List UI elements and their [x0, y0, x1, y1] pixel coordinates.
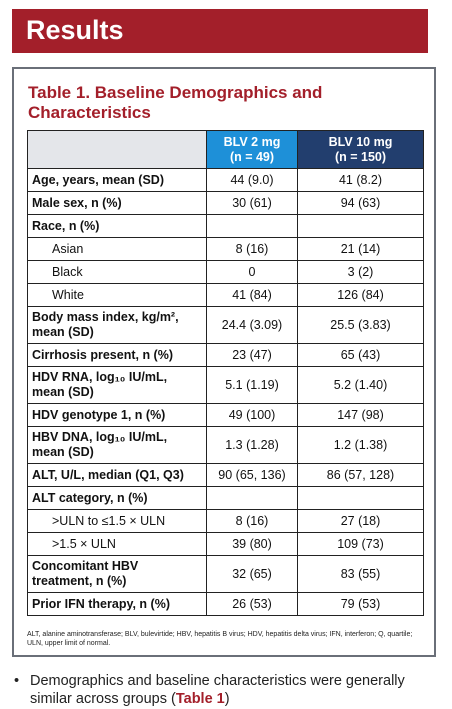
header-text: BLV 2 mg — [223, 134, 281, 149]
cell: 32 (65) — [206, 555, 298, 593]
cell: 44 (9.0) — [206, 168, 298, 192]
row-label: ALT category, n (%) — [27, 486, 207, 510]
cell: 109 (73) — [297, 532, 424, 556]
cell: 23 (47) — [206, 343, 298, 367]
cell: 41 (84) — [206, 283, 298, 307]
table-row: Male sex, n (%) 30 (61) 94 (63) — [27, 191, 424, 215]
header-row: BLV 2 mg (n = 49) BLV 10 mg (n = 150) — [27, 130, 424, 169]
row-label: Prior IFN therapy, n (%) — [27, 592, 207, 616]
header-cell: BLV 10 mg (n = 150) — [297, 130, 424, 169]
cell: 94 (63) — [297, 191, 424, 215]
row-label: ALT, U/L, median (Q1, Q3) — [27, 463, 207, 487]
table-row: Cirrhosis present, n (%) 23 (47) 65 (43) — [27, 343, 424, 367]
cell: 147 (98) — [297, 403, 424, 427]
cell: 5.1 (1.19) — [206, 366, 298, 404]
header-bar: Results — [12, 9, 428, 53]
cell: 0 — [206, 260, 298, 284]
row-label: Cirrhosis present, n (%) — [27, 343, 207, 367]
bullet-dot: • — [14, 673, 20, 689]
cell — [297, 486, 424, 510]
cell: 1.3 (1.28) — [206, 426, 298, 464]
cell: 79 (53) — [297, 592, 424, 616]
header-text: (n = 49) — [229, 149, 275, 164]
row-label: Asian — [27, 237, 207, 261]
cell: 126 (84) — [297, 283, 424, 307]
row-label: >ULN to ≤1.5 × ULN — [27, 509, 207, 533]
cell: 83 (55) — [297, 555, 424, 593]
cell: 24.4 (3.09) — [206, 306, 298, 344]
cell: 1.2 (1.38) — [297, 426, 424, 464]
row-label: HDV RNA, log₁₀ IU/mL, mean (SD) — [27, 366, 207, 404]
row-label: Black — [27, 260, 207, 284]
bullet-text: ) — [224, 691, 230, 707]
cell: 41 (8.2) — [297, 168, 424, 192]
table-row: Black 0 3 (2) — [27, 260, 424, 284]
table-row: Concomitant HBV treatment, n (%) 32 (65) 8… — [27, 555, 424, 593]
cell: 8 (16) — [206, 237, 298, 261]
row-label: White — [27, 283, 207, 307]
cell: 25.5 (3.83) — [297, 306, 424, 344]
row-label: Concomitant HBV treatment, n (%) — [27, 555, 207, 593]
cell — [206, 214, 298, 238]
table-row: Race, n (%) — [27, 214, 424, 238]
cell: 21 (14) — [297, 237, 424, 261]
table-box: Table 1. Baseline Demographics and Chara… — [12, 67, 436, 657]
bullet: • Demographics and baseline characteristi… — [14, 672, 450, 708]
table-row: White 41 (84) 126 (84) — [27, 283, 424, 307]
row-label: HBV DNA, log₁₀ IU/mL, mean (SD) — [27, 426, 207, 464]
table-row: >1.5 × ULN 39 (80) 109 (73) — [27, 532, 424, 556]
cell: 65 (43) — [297, 343, 424, 367]
row-label: Male sex, n (%) — [27, 191, 207, 215]
row-label: HDV genotype 1, n (%) — [27, 403, 207, 427]
cell: 90 (65, 136) — [206, 463, 298, 487]
table-row: Prior IFN therapy, n (%) 26 (53) 79 (53) — [27, 592, 424, 616]
cell: 86 (57, 128) — [297, 463, 424, 487]
cell: 8 (16) — [206, 509, 298, 533]
header-text: (n = 150) — [334, 149, 387, 164]
table-row: HDV RNA, log₁₀ IU/mL, mean (SD) 5.1 (1.19… — [27, 366, 424, 404]
table-title: Table 1. Baseline Demographics and Chara… — [28, 83, 323, 122]
cell — [206, 486, 298, 510]
table-row: >ULN to ≤1.5 × ULN 8 (16) 27 (18) — [27, 509, 424, 533]
cell: 3 (2) — [297, 260, 424, 284]
table: BLV 2 mg (n = 49) BLV 10 mg (n = 150) Age,… — [27, 130, 424, 616]
cell: 30 (61) — [206, 191, 298, 215]
header-cell — [27, 130, 207, 169]
cell: 49 (100) — [206, 403, 298, 427]
table-row: Body mass index, kg/m², mean (SD) 24.4 (3… — [27, 306, 424, 344]
table-row: HBV DNA, log₁₀ IU/mL, mean (SD) 1.3 (1.28… — [27, 426, 424, 464]
header-cell: BLV 2 mg (n = 49) — [206, 130, 298, 169]
cell: 5.2 (1.40) — [297, 366, 424, 404]
table-row: Age, years, mean (SD) 44 (9.0) 41 (8.2) — [27, 168, 424, 192]
row-label: Body mass index, kg/m², mean (SD) — [27, 306, 207, 344]
cell: 26 (53) — [206, 592, 298, 616]
row-label: Age, years, mean (SD) — [27, 168, 207, 192]
table-row: ALT category, n (%) — [27, 486, 424, 510]
header-title: Results — [26, 15, 124, 45]
cell: 39 (80) — [206, 532, 298, 556]
footnote: ALT, alanine aminotransferase; BLV, bule… — [27, 631, 413, 647]
table-row: ALT, U/L, median (Q1, Q3) 90 (65, 136) 86 … — [27, 463, 424, 487]
row-label: Race, n (%) — [27, 214, 207, 238]
cell: 27 (18) — [297, 509, 424, 533]
cell — [297, 214, 424, 238]
table-row: Asian 8 (16) 21 (14) — [27, 237, 424, 261]
table-row: HDV genotype 1, n (%) 49 (100) 147 (98) — [27, 403, 424, 427]
bullet-text: Demographics and baseline characteristic… — [30, 673, 405, 707]
header-text: BLV 10 mg — [328, 134, 393, 149]
bullet-ref: Table 1 — [175, 691, 225, 707]
row-label: >1.5 × ULN — [27, 532, 207, 556]
